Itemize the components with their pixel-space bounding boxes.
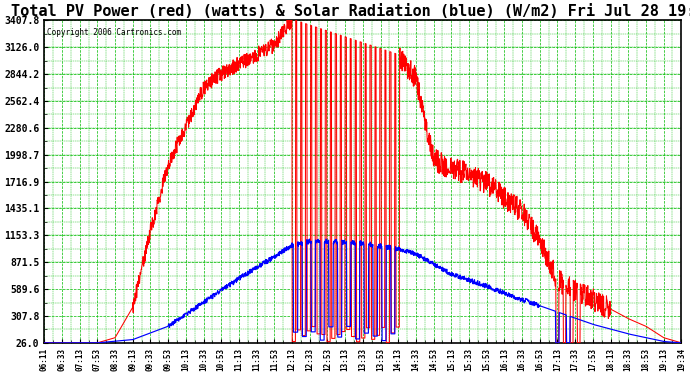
- Text: Copyright 2006 Cartronics.com: Copyright 2006 Cartronics.com: [48, 28, 181, 38]
- Title: Total PV Power (red) (watts) & Solar Radiation (blue) (W/m2) Fri Jul 28 19:47: Total PV Power (red) (watts) & Solar Rad…: [12, 4, 690, 19]
